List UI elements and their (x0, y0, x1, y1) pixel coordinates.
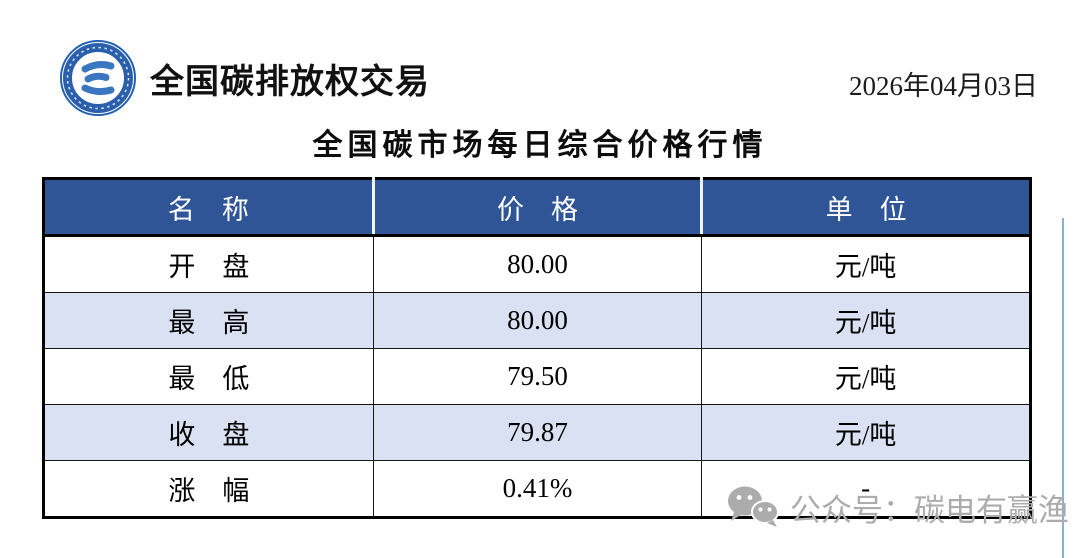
cell-name: 最 高 (43, 292, 374, 349)
cell-unit: 元/吨 (701, 348, 1031, 405)
brand-title: 全国碳排放权交易 (150, 64, 430, 101)
cell-unit: 元/吨 (701, 235, 1031, 293)
page-title: 全国碳市场每日综合价格行情 (312, 129, 768, 162)
page-edge-divider (1062, 218, 1064, 558)
cell-price: 80.00 (372, 292, 703, 349)
cell-unit: 元/吨 (701, 404, 1031, 461)
wechat-icon (724, 484, 782, 530)
cell-unit: 元/吨 (701, 292, 1031, 349)
table-row-close: 收 盘 79.87 元/吨 (43, 404, 1031, 461)
table-row-change: 涨 幅 0.41% - (43, 460, 1031, 518)
table-header-row: 名 称 价 格 单 位 (43, 178, 1031, 237)
column-header-unit: 单 位 (701, 178, 1031, 237)
column-header-price: 价 格 (373, 178, 704, 237)
table-row-high: 最 高 80.00 元/吨 (43, 292, 1031, 349)
table-row-open: 开 盘 80.00 元/吨 (43, 235, 1031, 293)
table-row-low: 最 低 79.50 元/吨 (43, 348, 1031, 405)
cell-price: 80.00 (372, 235, 703, 293)
cell-name: 开 盘 (43, 235, 374, 293)
cell-price: 79.50 (372, 348, 703, 405)
cell-price: 0.41% (372, 460, 703, 518)
watermark: 公众号：碳电有赢渔 (724, 484, 1069, 530)
report-date: 2026年04月03日 (849, 71, 1038, 101)
cell-name: 涨 幅 (43, 460, 374, 518)
price-table: 名 称 价 格 单 位 开 盘 80.00 元/吨 最 高 80.00 元/吨 … (42, 177, 1032, 519)
cell-name: 最 低 (43, 348, 374, 405)
column-header-name: 名 称 (43, 178, 375, 237)
carbon-exchange-logo-icon (58, 38, 138, 118)
watermark-text: 公众号：碳电有赢渔 (790, 492, 1069, 528)
cell-name: 收 盘 (43, 404, 374, 461)
cell-price: 79.87 (372, 404, 703, 461)
